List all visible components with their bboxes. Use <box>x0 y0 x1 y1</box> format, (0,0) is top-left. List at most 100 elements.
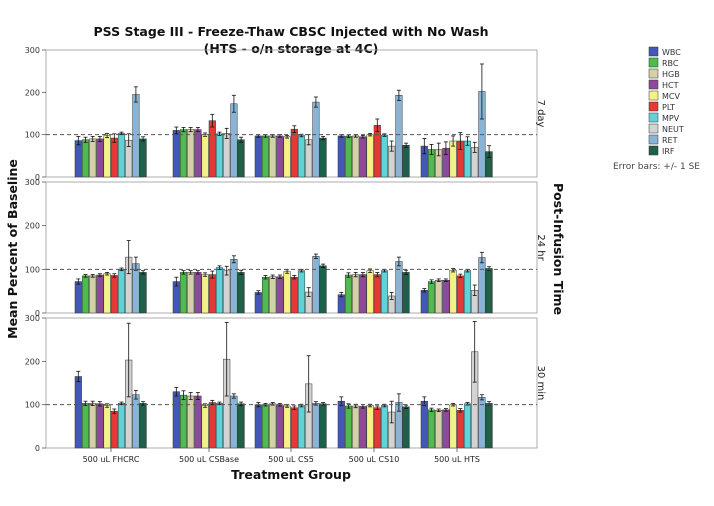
legend-swatch-hct <box>648 79 659 90</box>
panel-label: 30 min <box>535 366 546 401</box>
bar-wbc <box>254 404 262 449</box>
bar-mcv <box>449 404 457 449</box>
bar-plt <box>373 274 381 314</box>
bar-hgb <box>352 405 360 449</box>
bar-plt <box>110 275 118 314</box>
bar-mcv <box>283 405 291 449</box>
bar-ret <box>230 395 238 449</box>
legend-label-rbc: RBC <box>662 59 679 68</box>
bar-mpv <box>297 270 306 314</box>
bar-ret <box>395 95 403 178</box>
bar-wbc <box>420 400 428 449</box>
bar-mcv <box>103 273 111 314</box>
bar-wbc <box>254 135 262 178</box>
bar-hgb <box>187 129 195 178</box>
bar-plt <box>110 410 118 449</box>
bar-rbc <box>261 404 270 449</box>
bar-mpv <box>380 134 389 178</box>
bar-hct <box>359 406 367 449</box>
legend-label-hct: HCT <box>662 81 679 90</box>
bar-plt <box>456 275 464 314</box>
legend-label-mcv: MCV <box>662 92 680 101</box>
bar-rbc <box>427 281 436 314</box>
legend-swatch-irf <box>648 145 659 156</box>
bar-wbc <box>337 294 345 314</box>
bar-mpv <box>463 270 472 314</box>
legend-swatch-mpv <box>648 112 659 123</box>
bar-ret <box>132 394 140 449</box>
y-tick-label: 0 <box>35 309 40 318</box>
y-tick-label: 300 <box>25 46 40 55</box>
bar-rbc <box>81 275 90 314</box>
bar-hgb <box>187 272 195 314</box>
bar-mpv <box>117 133 126 178</box>
y-tick-label: 200 <box>25 357 40 366</box>
bar-plt <box>208 120 216 178</box>
x-tick-label: 500 uL CS10 <box>349 455 400 464</box>
bar-irf <box>485 268 493 314</box>
bar-hct <box>359 274 367 314</box>
legend-swatch-neut <box>648 123 659 134</box>
bar-mcv <box>366 405 374 449</box>
bar-mcv <box>201 134 209 178</box>
y-tick-label: 200 <box>25 222 40 231</box>
legend-swatch-hgb <box>648 68 659 79</box>
bar-mcv <box>283 271 291 314</box>
bar-mcv <box>201 274 209 314</box>
bar-hct <box>276 404 284 449</box>
bar-irf <box>237 403 245 449</box>
bar-mcv <box>366 134 374 178</box>
bar-rbc <box>427 409 436 449</box>
bar-mpv <box>463 140 472 178</box>
bar-mcv <box>449 269 457 314</box>
bar-wbc <box>420 290 428 314</box>
bar-irf <box>319 403 327 449</box>
bar-mpv <box>297 405 306 449</box>
error-bar-note: Error bars: +/- 1 SE <box>613 162 700 172</box>
bar-hct <box>276 276 284 314</box>
x-tick-label: 500 uL HTS <box>434 455 480 464</box>
bar-mpv <box>380 270 389 314</box>
bar-rbc <box>261 276 270 314</box>
bar-plt <box>208 402 216 449</box>
bar-mcv <box>201 405 209 449</box>
bar-ret <box>312 101 320 178</box>
bar-hgb <box>89 403 97 449</box>
bar-plt <box>110 137 118 178</box>
bar-hgb <box>89 138 97 178</box>
bar-wbc <box>172 391 180 449</box>
bar-hct <box>194 129 202 178</box>
y-tick-label: 0 <box>35 444 40 453</box>
bar-wbc <box>337 135 345 178</box>
chart-title: PSS Stage III - Freeze-Thaw CBSC Injecte… <box>94 24 489 39</box>
bar-plt <box>290 128 298 178</box>
legend-label-hgb: HGB <box>662 70 680 79</box>
bar-rbc <box>179 129 188 178</box>
bar-rbc <box>81 139 90 178</box>
bar-irf <box>139 272 147 314</box>
legend-swatch-rbc <box>648 57 659 68</box>
bar-hgb <box>89 275 97 314</box>
bar-rbc <box>81 403 90 449</box>
bar-wbc <box>172 130 180 178</box>
bar-mcv <box>366 270 374 314</box>
legend-label-ret: RET <box>662 136 678 145</box>
bar-irf <box>402 272 410 314</box>
bar-plt <box>208 274 216 314</box>
bar-hct <box>442 409 450 449</box>
panel-label: 7 day <box>535 100 546 128</box>
panel-label: 24 hr <box>535 234 546 261</box>
bar-irf <box>237 139 245 178</box>
bar-hgb <box>269 403 277 449</box>
bar-irf <box>485 403 493 449</box>
legend-swatch-plt <box>648 101 659 112</box>
bar-mpv <box>215 267 224 314</box>
bar-neut <box>223 133 231 178</box>
chart-subtitle: (HTS - o/n storage at 4C) <box>204 41 379 56</box>
legend-swatch-mcv <box>648 90 659 101</box>
bar-mpv <box>380 405 389 449</box>
plot-layer: 0 100 200 300 7 day 0 100 200 300 24 hr 0 100 200 300… <box>25 46 546 464</box>
bar-ret <box>230 259 238 314</box>
bar-irf <box>319 137 327 178</box>
